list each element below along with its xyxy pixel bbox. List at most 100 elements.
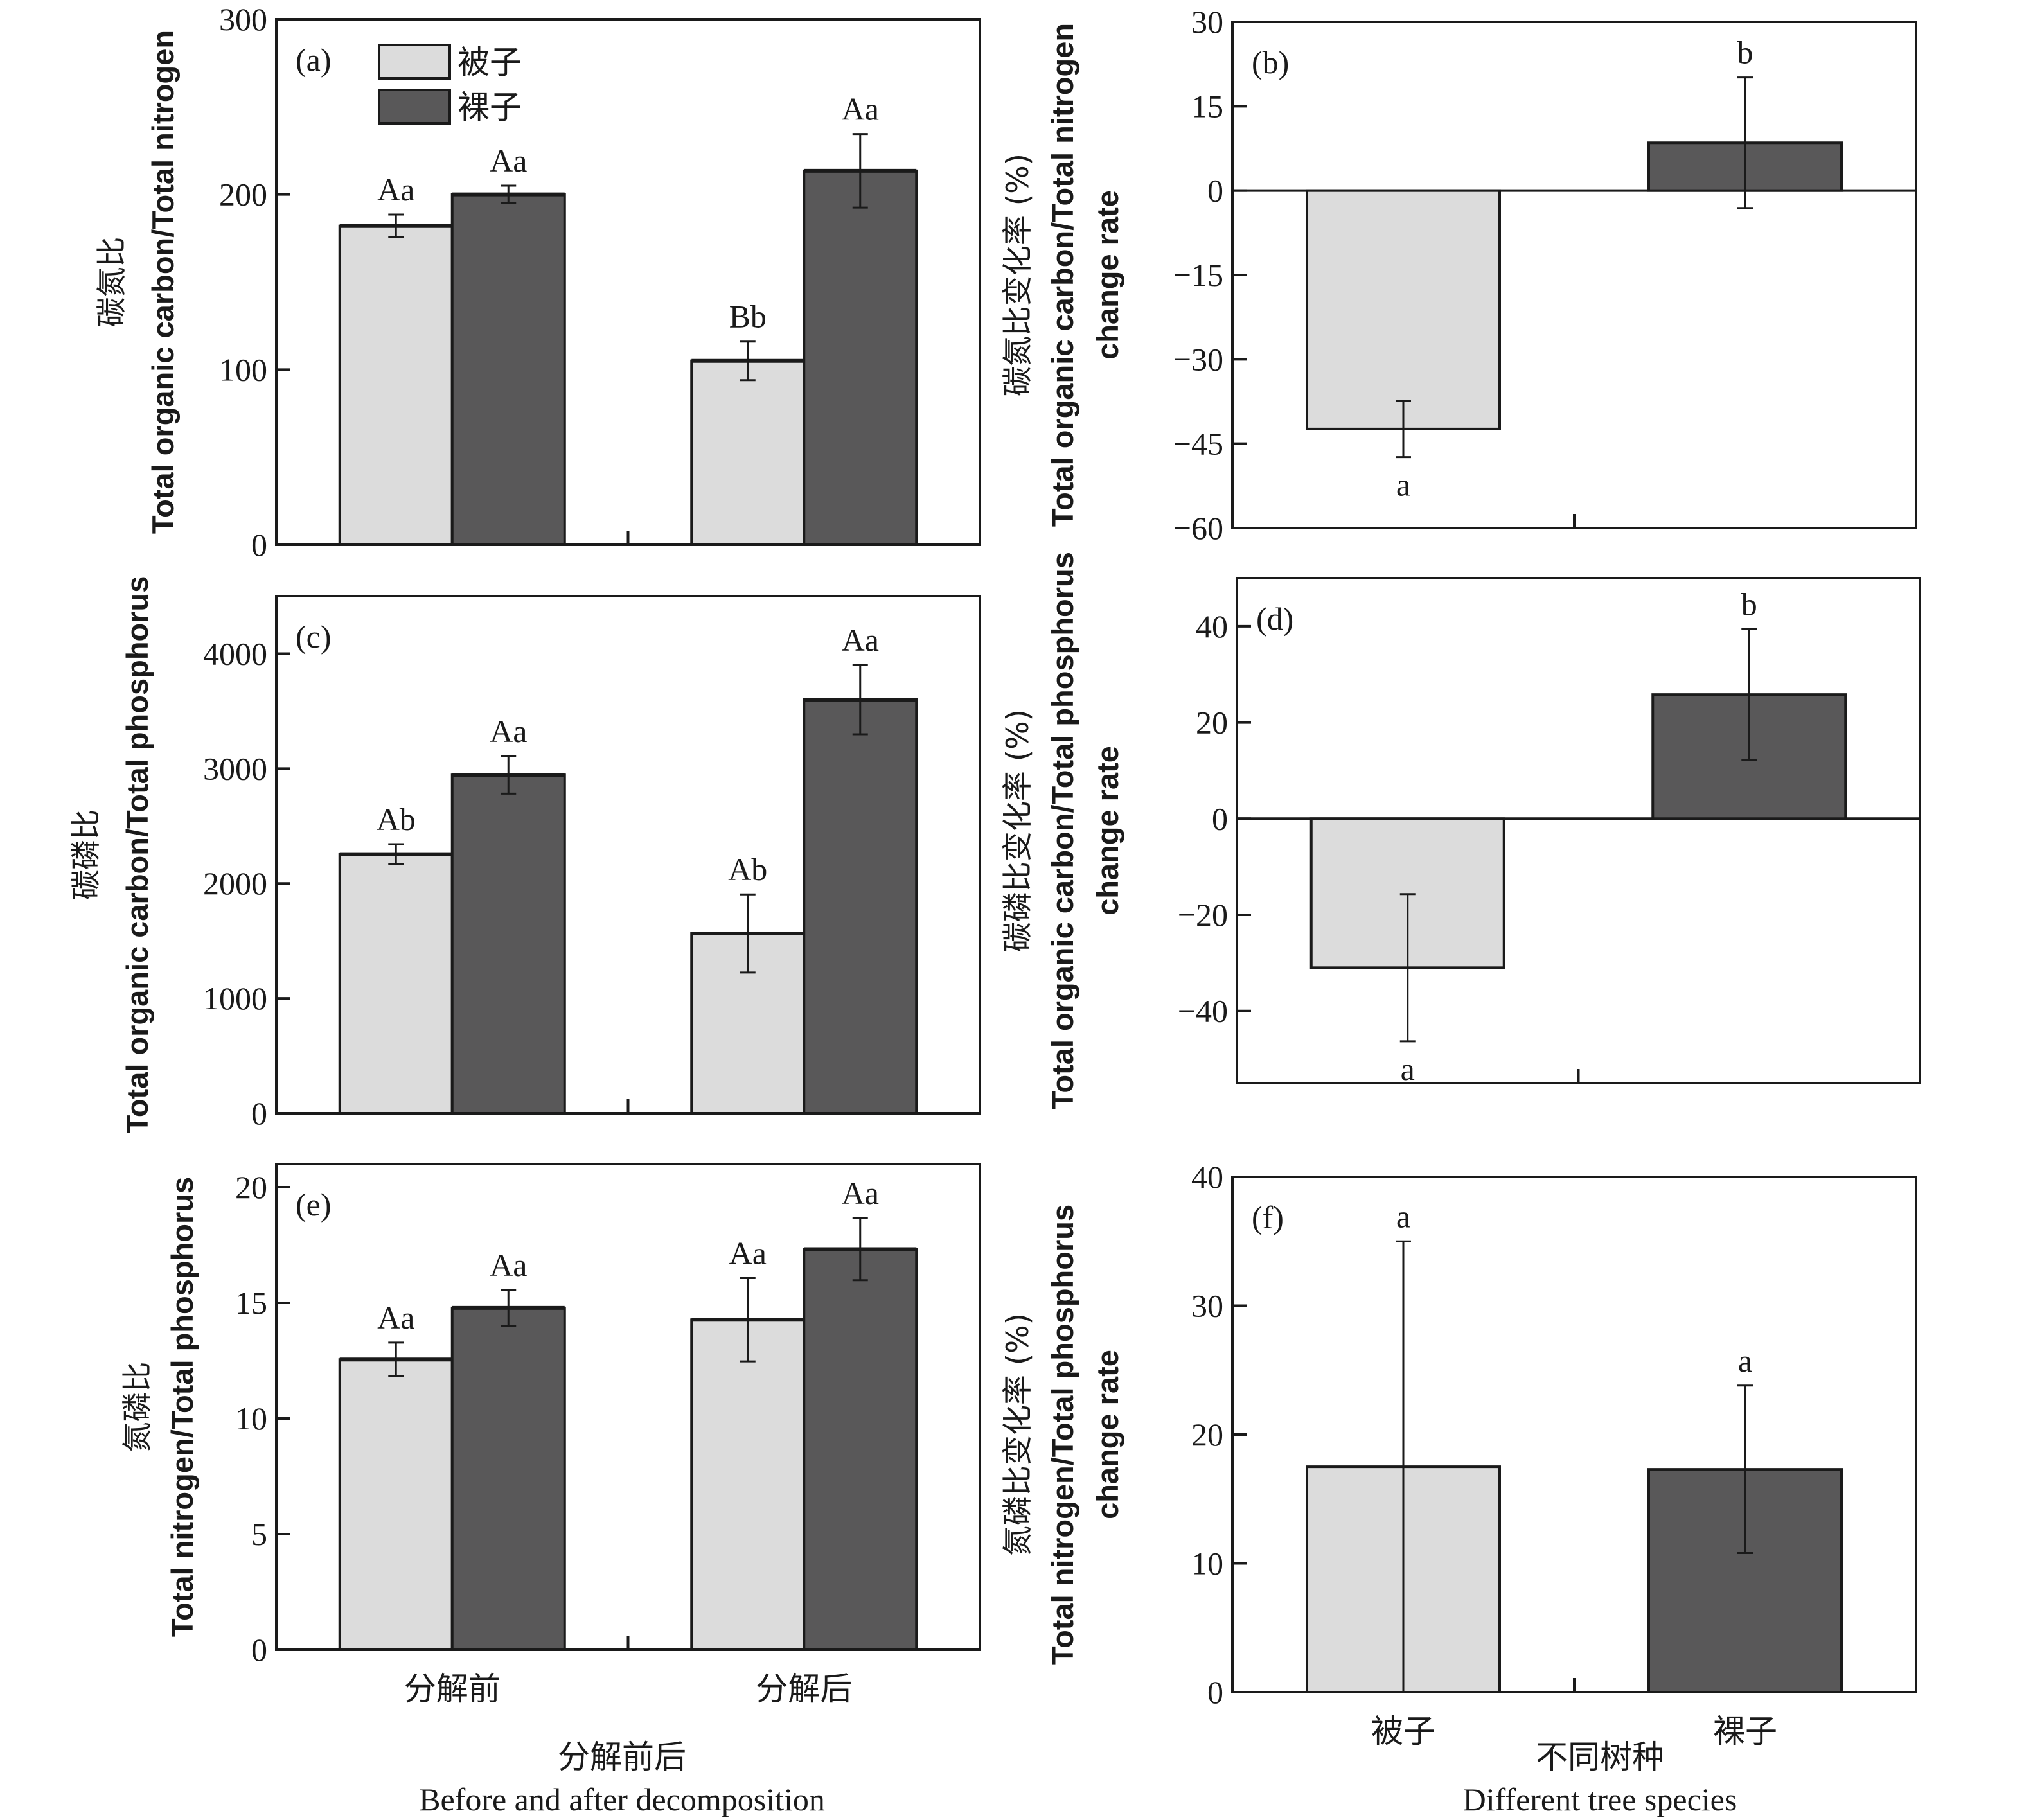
significance-label: a: [1738, 1343, 1752, 1379]
y-tick-label: 0: [1207, 1674, 1223, 1710]
significance-label: b: [1741, 586, 1757, 622]
y-axis-label-en: Total organic carbon/Total phosphorus: [1045, 552, 1079, 1109]
y-axis-label-zh: 碳氮比: [94, 237, 130, 328]
significance-label: Aa: [490, 1247, 527, 1283]
y-tick-label: 0: [251, 527, 267, 563]
y-axis-label-en: Total nitrogen/Total phosphorus: [165, 1177, 199, 1637]
panel-c: 0 1000 2000 3000 4000 (c) 碳磷比 Total organic car…: [69, 576, 981, 1134]
y-axis-label-zh: 碳磷比: [69, 809, 104, 900]
legend-label-angiosperm: 被子: [457, 44, 522, 81]
x-category-label: 被子: [1371, 1713, 1435, 1750]
x-category-label: 裸子: [1713, 1713, 1777, 1750]
y-tick-label: 30: [1191, 4, 1223, 40]
y-tick-label: 20: [1196, 705, 1228, 741]
bar-gymnosperm: [803, 1248, 918, 1651]
y-tick-label: 0: [251, 1632, 267, 1668]
panel-label: (b): [1252, 44, 1289, 80]
significance-label: b: [1737, 35, 1753, 71]
y-tick-label: 0: [251, 1095, 267, 1131]
y-tick-label: 20: [235, 1169, 267, 1205]
bar-gymnosperm: [803, 169, 918, 546]
bar-gymnosperm: [450, 1306, 566, 1652]
y-axis-label-en: Total organic carbon/Total nitrogen: [146, 30, 180, 534]
y-tick-label: −40: [1178, 993, 1228, 1029]
panel-label: (a): [296, 42, 332, 78]
significance-label: Ab: [728, 851, 767, 887]
panel-b: −60 −45 −30 −15 0 15 30 (b) 碳氮比变化率 (%) Total orga…: [1000, 4, 1917, 546]
significance-label: a: [1401, 1051, 1415, 1087]
significance-label: a: [1396, 467, 1410, 503]
bar-angiosperm: [690, 1318, 806, 1651]
panel-label: (e): [296, 1187, 332, 1223]
panel-f: 0 10 20 30 40 (f) 氮磷比变化率 (%) Total nitrogen/Tot…: [1000, 1159, 1917, 1750]
panel-a: 0 100 200 300 (a) 碳氮比 Total organic carbon/Tot…: [94, 1, 981, 563]
significance-label: Aa: [377, 1300, 414, 1336]
y-axis-label-zh: 氮磷比: [120, 1362, 155, 1453]
y-tick-label: 15: [235, 1285, 267, 1321]
y-tick-label: 300: [219, 1, 267, 37]
bar-gymnosperm: [450, 773, 566, 1115]
bar-angiosperm: [338, 853, 454, 1115]
y-tick-label: 2000: [203, 865, 267, 901]
legend-swatch-angiosperm: [378, 44, 451, 80]
y-tick-label: 10: [235, 1400, 267, 1436]
y-tick-label: 20: [1191, 1417, 1223, 1453]
bar-angiosperm: [338, 1358, 454, 1651]
significance-label: Bb: [729, 299, 767, 335]
y-tick-label: 10: [1191, 1546, 1223, 1582]
y-tick-label: 3000: [203, 750, 267, 786]
y-tick-label: −30: [1173, 341, 1223, 377]
y-axis-label-en: change rate: [1090, 190, 1124, 360]
y-tick-label: −45: [1173, 426, 1223, 462]
significance-label: Ab: [377, 801, 416, 837]
y-tick-label: −15: [1173, 257, 1223, 293]
panel-e: 0 5 10 15 20 (e) 氮磷比 Total nitrogen/Total phosp…: [120, 1163, 981, 1708]
y-tick-label: 4000: [203, 635, 267, 671]
bar-angiosperm: [1306, 189, 1501, 430]
bar-angiosperm: [690, 359, 806, 546]
significance-label: Aa: [490, 713, 527, 749]
significance-label: Aa: [377, 172, 414, 208]
x-category-label: 分解前: [404, 1670, 501, 1708]
significance-label: Aa: [490, 143, 527, 179]
significance-label: Aa: [842, 91, 879, 127]
bar-gymnosperm: [450, 193, 566, 546]
y-tick-label: 0: [1207, 173, 1223, 209]
y-axis-label-zh: 碳磷比变化率 (%): [1000, 709, 1036, 952]
legend-swatch-gymnosperm: [378, 89, 451, 125]
panel-label: (f): [1252, 1199, 1284, 1235]
x-category-label: 分解后: [756, 1670, 852, 1708]
significance-label: Aa: [729, 1235, 767, 1271]
panel-label: (c): [296, 619, 332, 655]
x-title-left-zh: 分解前后: [558, 1738, 686, 1776]
legend: 被子 裸子: [378, 44, 522, 126]
y-tick-label: 200: [219, 177, 267, 213]
x-title-right-en: Different tree species: [1463, 1781, 1737, 1817]
y-tick-label: 40: [1196, 608, 1228, 644]
y-tick-label: 1000: [203, 980, 267, 1016]
significance-label: a: [1396, 1198, 1410, 1234]
y-tick-label: −60: [1173, 510, 1223, 546]
y-axis-label-en: Total organic carbon/Total phosphorus: [120, 576, 154, 1134]
bar-gymnosperm: [803, 698, 918, 1115]
x-axis-titles: 分解前后 Before and after decomposition 不同树种…: [419, 1738, 1737, 1817]
significance-label: Aa: [842, 622, 879, 658]
y-tick-label: 5: [251, 1516, 267, 1552]
y-tick-label: 30: [1191, 1288, 1223, 1324]
y-axis-label-en: Total nitrogen/Total phosphorus: [1045, 1205, 1079, 1665]
significance-label: Aa: [842, 1175, 879, 1211]
y-tick-label: 15: [1191, 88, 1223, 124]
x-title-left-en: Before and after decomposition: [419, 1781, 825, 1817]
y-axis-label-en: change rate: [1090, 746, 1124, 915]
legend-label-gymnosperm: 裸子: [457, 89, 522, 126]
y-tick-label: −20: [1178, 897, 1228, 933]
y-tick-label: 100: [219, 351, 267, 387]
panel-d: −40 −20 0 20 40 (d) 碳磷比变化率 (%) Total organic ca…: [1000, 552, 1921, 1109]
x-title-right-zh: 不同树种: [1536, 1738, 1664, 1776]
y-axis-label-en: Total organic carbon/Total nitrogen: [1045, 23, 1079, 527]
y-axis-label-en: change rate: [1090, 1350, 1124, 1519]
y-axis-label-zh: 碳氮比变化率 (%): [1000, 154, 1036, 396]
bar-angiosperm: [338, 224, 454, 546]
